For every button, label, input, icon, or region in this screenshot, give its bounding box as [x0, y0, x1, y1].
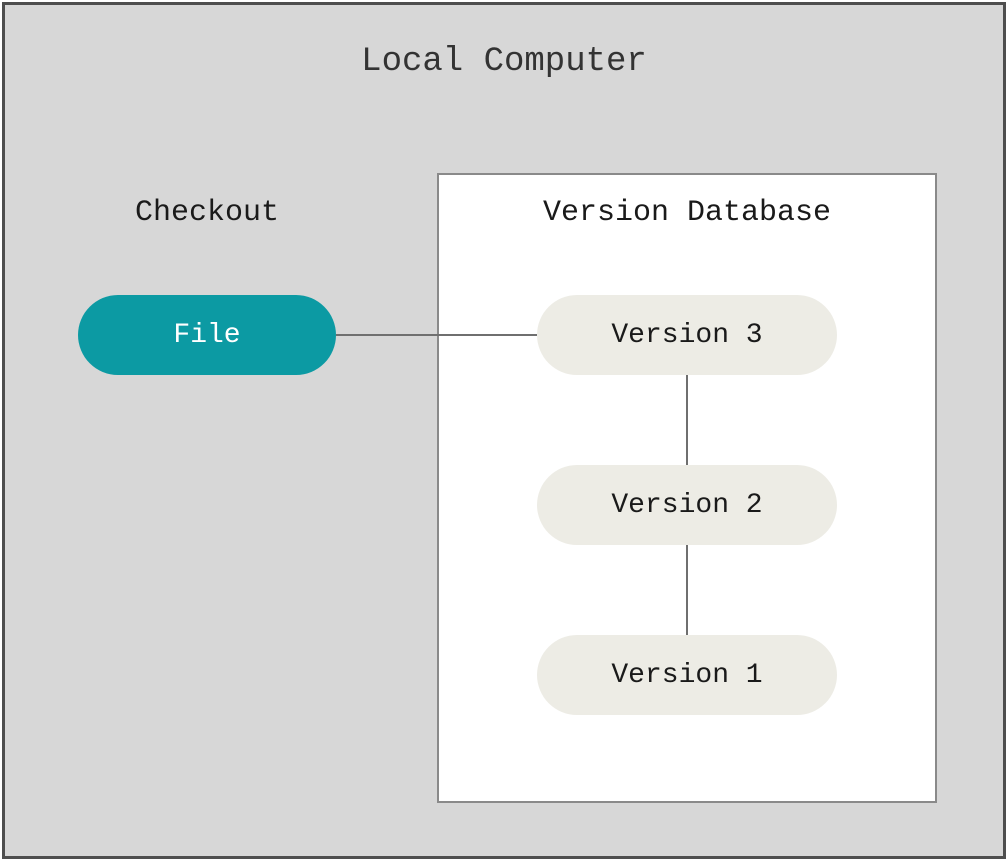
version-3-node: Version 3 — [537, 295, 837, 375]
version-database-title: Version Database — [543, 196, 831, 230]
main-title: Local Computer — [361, 43, 647, 81]
edge-file-to-v3 — [336, 334, 537, 336]
edge-v2-to-v1 — [686, 545, 688, 635]
version-2-node: Version 2 — [537, 465, 837, 545]
checkout-label: Checkout — [135, 196, 279, 230]
version-1-node: Version 1 — [537, 635, 837, 715]
edge-v3-to-v2 — [686, 375, 688, 465]
file-node: File — [78, 295, 336, 375]
